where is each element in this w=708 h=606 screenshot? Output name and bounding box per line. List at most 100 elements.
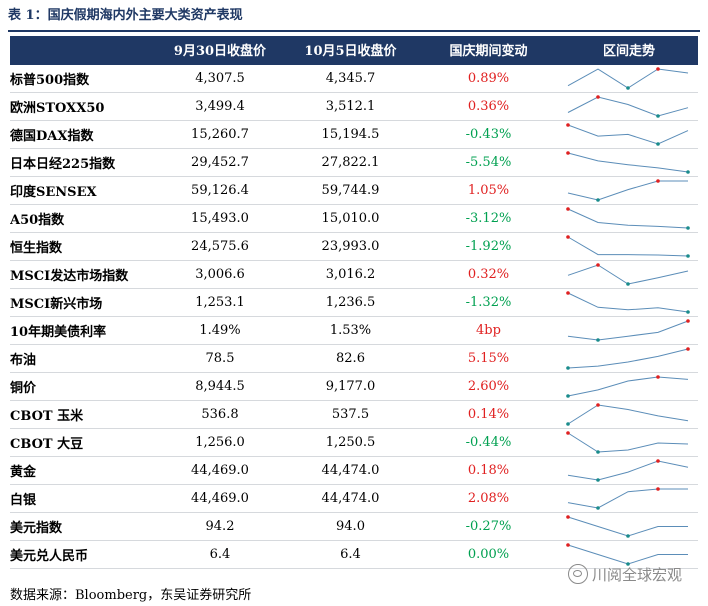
trend-cell: [560, 316, 698, 345]
sparkline-path: [567, 180, 688, 201]
holiday-change: 0.00%: [417, 540, 560, 569]
holiday-change: 2.60%: [417, 372, 560, 401]
sparkline-path: [567, 264, 689, 285]
oct5-close: 27,822.1: [284, 148, 417, 177]
holiday-change: 0.18%: [417, 456, 560, 485]
source-footnote: 数据来源：Bloomberg，东吴证券研究所: [10, 588, 252, 603]
sparkline-high-marker: [566, 151, 570, 155]
sparkline-low-marker: [596, 506, 600, 510]
holiday-change: -1.32%: [417, 288, 560, 317]
sparkline-low-marker: [566, 394, 570, 398]
header-holiday-change: 国庆期间变动: [417, 36, 560, 65]
asset-name: 黄金: [10, 456, 156, 485]
sparkline-low-marker: [686, 254, 690, 258]
trend-cell: [560, 204, 698, 233]
header-oct5-close: 10月5日收盘价: [284, 36, 417, 65]
sparkline-low-marker: [656, 114, 660, 118]
trend-sparkline: [567, 263, 689, 286]
sparkline-path: [567, 348, 689, 369]
sparkline-low-marker: [626, 86, 630, 90]
sparkline-path: [567, 68, 689, 89]
sep30-close: 59,126.4: [156, 176, 284, 205]
trend-cell: [560, 260, 698, 289]
holiday-change: 4bp: [417, 316, 560, 345]
oct5-close: 3,512.1: [284, 92, 417, 121]
trend-sparkline: [567, 67, 689, 90]
asset-performance-table: 9月30日收盘价 10月5日收盘价 国庆期间变动 区间走势 标普500指数 4,3…: [10, 36, 698, 569]
sparkline-low-marker: [596, 198, 600, 202]
sparkline-path: [567, 236, 689, 257]
oct5-close: 94.0: [284, 512, 417, 541]
trend-sparkline: [566, 375, 689, 398]
asset-name: 10年期美债利率: [10, 316, 156, 345]
sparkline-path: [567, 292, 689, 313]
sparkline-low-marker: [566, 366, 570, 370]
sep30-close: 94.2: [156, 512, 284, 541]
asset-name: CBOT 大豆: [10, 428, 156, 457]
oct5-close: 6.4: [284, 540, 417, 569]
trend-sparkline: [566, 123, 689, 146]
sep30-close: 1.49%: [156, 316, 284, 345]
header-trend: 区间走势: [560, 36, 698, 65]
trend-cell: [560, 288, 698, 317]
trend-cell: [560, 92, 698, 121]
oct5-close: 9,177.0: [284, 372, 417, 401]
trend-sparkline: [566, 235, 690, 258]
sep30-close: 1,256.0: [156, 428, 284, 457]
sparkline-high-marker: [566, 207, 570, 211]
sep30-close: 44,469.0: [156, 484, 284, 513]
wechat-icon: [568, 564, 588, 584]
sparkline-low-marker: [686, 226, 690, 230]
table-row: 欧洲STOXX50 3,499.4 3,512.1 0.36%: [10, 92, 698, 121]
oct5-close: 1.53%: [284, 316, 417, 345]
trend-cell: [560, 64, 698, 93]
table-row: A50指数 15,493.0 15,010.0 -3.12%: [10, 204, 698, 233]
sparkline-path: [567, 376, 689, 397]
sep30-close: 15,493.0: [156, 204, 284, 233]
sparkline-low-marker: [656, 142, 660, 146]
oct5-close: 82.6: [284, 344, 417, 373]
oct5-close: 59,744.9: [284, 176, 417, 205]
sparkline-low-marker: [626, 534, 630, 538]
asset-name: MSCI发达市场指数: [10, 260, 156, 289]
oct5-close: 3,016.2: [284, 260, 417, 289]
sparkline-high-marker: [566, 235, 570, 239]
table-row: 美元指数 94.2 94.0 -0.27%: [10, 512, 698, 541]
sep30-close: 3,006.6: [156, 260, 284, 289]
trend-cell: [560, 344, 698, 373]
sparkline-path: [567, 320, 689, 341]
table-row: 白银 44,469.0 44,474.0 2.08%: [10, 484, 698, 513]
trend-sparkline: [566, 207, 690, 230]
sparkline-low-marker: [626, 282, 630, 286]
oct5-close: 15,010.0: [284, 204, 417, 233]
sparkline-high-marker: [566, 291, 570, 295]
asset-name: CBOT 玉米: [10, 400, 156, 429]
trend-sparkline: [566, 515, 688, 538]
sparkline-path: [567, 404, 689, 425]
asset-name: 标普500指数: [10, 64, 156, 93]
sparkline-low-marker: [596, 478, 600, 482]
asset-name: 印度SENSEX: [10, 176, 156, 205]
table-row: MSCI发达市场指数 3,006.6 3,016.2 0.32%: [10, 260, 698, 289]
oct5-close: 44,474.0: [284, 456, 417, 485]
sparkline-high-marker: [686, 347, 690, 351]
trend-sparkline: [567, 319, 690, 342]
sparkline-high-marker: [656, 179, 660, 183]
holiday-change: -3.12%: [417, 204, 560, 233]
sparkline-high-marker: [596, 263, 600, 267]
trend-sparkline: [567, 459, 689, 482]
trend-cell: [560, 540, 698, 569]
table-row: 德国DAX指数 15,260.7 15,194.5 -0.43%: [10, 120, 698, 149]
trend-sparkline: [566, 543, 688, 566]
oct5-close: 1,236.5: [284, 288, 417, 317]
sparkline-high-marker: [566, 543, 570, 547]
table-row: 标普500指数 4,307.5 4,345.7 0.89%: [10, 64, 698, 93]
holiday-change: 0.36%: [417, 92, 560, 121]
asset-name: 美元指数: [10, 512, 156, 541]
table-row: 印度SENSEX 59,126.4 59,744.9 1.05%: [10, 176, 698, 205]
holiday-change: 0.14%: [417, 400, 560, 429]
sparkline-high-marker: [566, 515, 570, 519]
sparkline-high-marker: [596, 95, 600, 99]
oct5-close: 537.5: [284, 400, 417, 429]
sparkline-high-marker: [656, 487, 660, 491]
